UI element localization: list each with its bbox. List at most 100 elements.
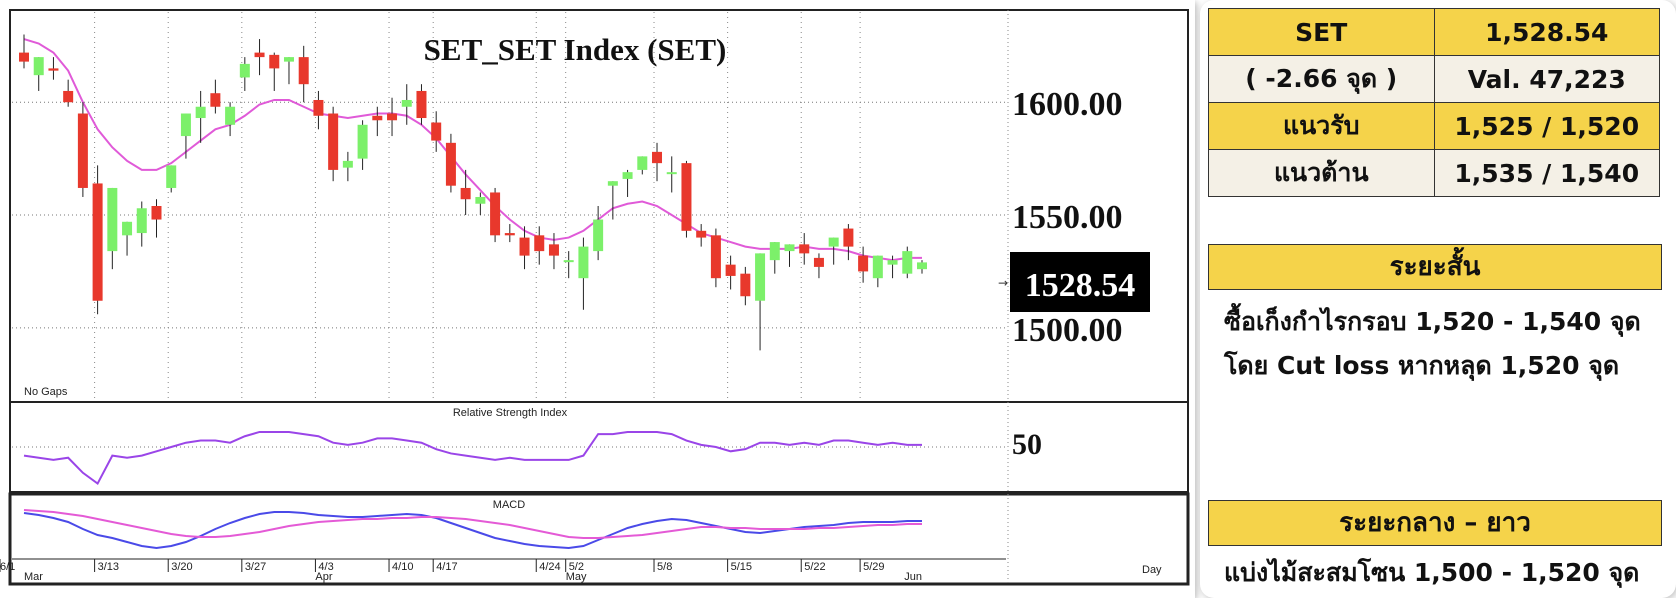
x-month-label: Apr: [315, 571, 332, 583]
candle-body: [784, 244, 795, 252]
x-tick-label: 5/15: [731, 561, 752, 573]
x-tick-label: 4/10: [392, 561, 413, 573]
candle-body: [283, 57, 294, 62]
x-month-label: Jun: [904, 571, 922, 583]
candle-body: [151, 206, 162, 220]
x-tick-label: 5/8: [657, 561, 672, 573]
candle-body: [298, 57, 309, 85]
macd-line: [23, 511, 922, 550]
x-tick-label: 3/20: [171, 561, 192, 573]
macd-title: MACD: [493, 499, 525, 511]
quote-value: 1,525 / 1,520: [1433, 102, 1660, 150]
quote-row-set: SET 1,528.54: [1208, 8, 1660, 56]
candle-body: [799, 244, 810, 254]
candle-body: [887, 260, 898, 265]
candle-body: [357, 124, 368, 159]
candle-body: [548, 244, 559, 256]
price-axis-label: 1550.00: [1012, 199, 1123, 236]
quote-label: แนวรับ: [1208, 102, 1435, 150]
candle-body: [607, 181, 618, 186]
candle-body: [313, 99, 324, 116]
candle-body: [710, 235, 721, 279]
x-month-label: May: [566, 571, 587, 583]
candle-body: [490, 192, 501, 236]
candle-body: [460, 187, 471, 200]
candle-body: [225, 106, 236, 125]
candle-body: [63, 90, 74, 103]
candle-body: [917, 262, 927, 270]
price-axis-label: 1600.00: [1012, 86, 1123, 123]
candle-body: [107, 187, 118, 252]
candle-body: [401, 99, 412, 107]
candle-body: [195, 106, 206, 119]
candle-body: [858, 255, 869, 272]
candle-body: [593, 219, 604, 252]
candle-body: [122, 221, 133, 236]
candle-body: [372, 115, 383, 121]
x-tick-label: 5/22: [804, 561, 825, 573]
quote-label: ( -2.66 จุด ): [1208, 55, 1435, 103]
rsi-level-label: 50: [1012, 428, 1042, 461]
candle-body: [210, 93, 221, 107]
rsi-group: [12, 430, 1006, 486]
candle-body: [696, 230, 707, 238]
last-price-marker-icon: →: [998, 276, 1008, 290]
candle-body: [813, 257, 824, 267]
candle-body: [681, 163, 692, 231]
candle-body: [77, 113, 88, 188]
quote-value: 1,535 / 1,540: [1433, 149, 1660, 197]
quote-value: Val. 47,223: [1433, 55, 1660, 103]
candle-body: [622, 172, 633, 179]
short-term-line-2: โดย Cut loss หากหลุด 1,520 จุด: [1224, 351, 1620, 380]
price-axis-label: 1500.00: [1012, 312, 1123, 349]
candle-body: [19, 52, 29, 62]
candle-body: [33, 57, 44, 76]
x-tick-label: 4/3: [318, 561, 333, 573]
candle-body: [387, 113, 398, 121]
info-panel: SET 1,528.54 ( -2.66 จุด ) Val. 47,223 แ…: [1200, 0, 1676, 598]
no-gaps-note: No Gaps: [24, 386, 68, 398]
candle-body: [725, 264, 736, 276]
candle-body: [755, 253, 766, 301]
candle-body: [872, 255, 883, 279]
candle-body: [740, 273, 751, 297]
quote-value: 1,528.54: [1433, 8, 1660, 56]
quote-row-change: ( -2.66 จุด ) Val. 47,223: [1208, 55, 1660, 103]
candle-body: [563, 260, 574, 263]
candle-body: [652, 151, 663, 164]
price-panel-frame: [9, 9, 1189, 403]
x-tick-label: 3/27: [245, 561, 266, 573]
x-tick-label: 5/2: [569, 561, 584, 573]
chart-panel: SET_SET Index (SET) No Gaps 1600.00 1550.…: [0, 9, 1190, 586]
x-axis-group: 3/13 3/20 3/27 4/3 4/10 4/17 4/24 5/2 5/8 5/15 5/2…: [0, 558, 1006, 583]
short-term-heading: ระยะสั้น: [1208, 244, 1662, 290]
candle-body: [48, 68, 59, 71]
candle-body: [269, 54, 280, 69]
long-term-line-1: แบ่งไม้สะสมโซน 1,500 - 1,520 จุด: [1224, 558, 1640, 587]
chart-svg: SET_SET Index (SET) No Gaps 1600.00 1550.…: [0, 9, 1190, 586]
price-grid: [12, 12, 1006, 584]
candle-body: [475, 196, 486, 204]
rsi-panel-frame: [9, 401, 1189, 493]
candle-body: [328, 113, 339, 170]
short-term-line-1: ซื้อเก็งกำไรกรอบ 1,520 - 1,540 จุด: [1224, 307, 1641, 336]
candle-body: [519, 237, 530, 256]
candle-body: [637, 156, 648, 170]
candle-body: [843, 228, 854, 247]
candles: [19, 34, 927, 351]
candle-body: [534, 235, 545, 252]
x-axis-unit-label: Day: [1142, 564, 1162, 576]
x-tick-label: 4/24: [539, 561, 560, 573]
x-tick-label: 6/1: [0, 561, 15, 573]
quote-label: SET: [1208, 8, 1435, 56]
candle-body: [92, 183, 103, 301]
rsi-line: [23, 430, 922, 486]
candle-body: [578, 246, 589, 279]
candle-body: [902, 251, 913, 274]
x-tick-label: 5/29: [863, 561, 884, 573]
long-term-heading: ระยะกลาง – ยาว: [1208, 500, 1662, 546]
last-price-label: 1528.54: [1025, 267, 1136, 304]
candle-body: [769, 242, 780, 261]
price-labels: 1600.00 1550.00 1500.00: [1012, 86, 1123, 349]
candle-body: [166, 165, 177, 188]
